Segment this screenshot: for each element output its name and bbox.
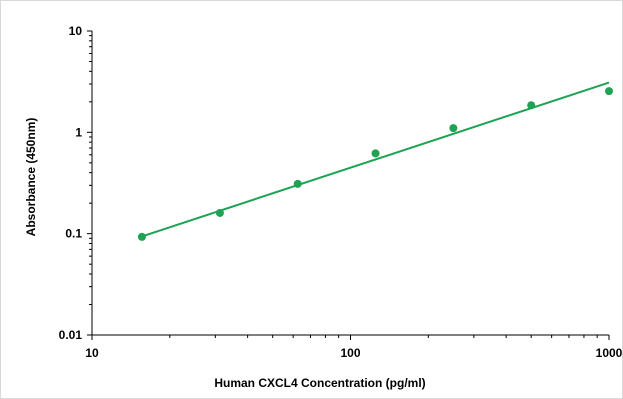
data-point xyxy=(449,124,458,133)
points-layer xyxy=(137,87,613,241)
data-point xyxy=(605,87,613,96)
y-tick-label: 1 xyxy=(75,125,82,139)
x-tick-label: 10 xyxy=(85,346,99,360)
data-point xyxy=(137,232,146,241)
y-tick-label: 0.01 xyxy=(59,328,83,342)
ticks-layer: 0.01 0.1 1 10 10 100 1000 xyxy=(59,24,622,360)
y-tick-label: 0.1 xyxy=(65,227,82,241)
axes-layer xyxy=(91,31,609,336)
x-axis-title: Human CXCL4 Concentration (pg/ml) xyxy=(214,376,425,390)
trendline xyxy=(141,81,610,238)
data-point xyxy=(371,149,380,158)
data-point xyxy=(293,179,302,188)
data-point xyxy=(215,208,224,217)
y-tick-label: 10 xyxy=(69,24,83,38)
data-point xyxy=(527,101,536,110)
y-axis-title: Absorbance (450nm) xyxy=(24,118,38,237)
trend-layer xyxy=(141,81,610,238)
x-tick-label: 1000 xyxy=(596,346,622,360)
x-tick-label: 100 xyxy=(340,346,360,360)
